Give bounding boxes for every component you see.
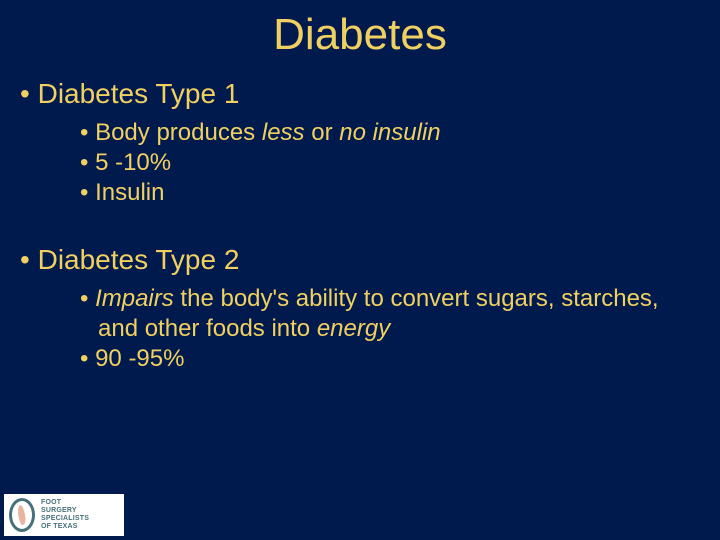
section-heading-type2: Diabetes Type 2: [20, 244, 690, 276]
section-bullets-type2: Impairs the body's ability to convert su…: [20, 284, 690, 374]
logo-line: OF TEXAS: [41, 523, 89, 531]
logo-line: SURGERY: [41, 507, 89, 515]
logo-text: FOOT SURGERY SPECIALISTS OF TEXAS: [41, 499, 89, 531]
bullet-text-mid: or: [305, 119, 340, 146]
bullet-item: Body produces less or no insulin: [80, 118, 690, 148]
footer-logo: FOOT SURGERY SPECIALISTS OF TEXAS: [4, 494, 124, 536]
bullet-item: 90 -95%: [80, 344, 690, 374]
bullet-item: Insulin: [80, 178, 690, 208]
bullet-text-italic: no insulin: [339, 119, 440, 146]
bullet-text-italic: Impairs: [95, 285, 174, 312]
logo-line: SPECIALISTS: [41, 515, 89, 523]
bullet-item: Impairs the body's ability to convert su…: [80, 284, 690, 344]
bullet-text-italic: less: [262, 119, 305, 146]
logo-mark-icon: [8, 497, 36, 533]
slide-title: Diabetes: [0, 0, 720, 78]
bullet-text-italic: energy: [317, 315, 390, 342]
section-heading-type1: Diabetes Type 1: [20, 78, 690, 110]
bullet-item: 5 -10%: [80, 148, 690, 178]
logo-line: FOOT: [41, 499, 89, 507]
slide-content: Diabetes Type 1 Body produces less or no…: [0, 78, 720, 374]
bullet-text-prefix: Body produces: [95, 119, 262, 146]
section-bullets-type1: Body produces less or no insulin 5 -10% …: [20, 118, 690, 208]
